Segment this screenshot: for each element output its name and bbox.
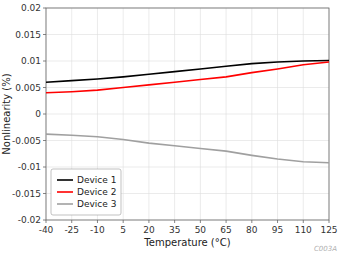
- tick-label-x: 20: [143, 225, 155, 235]
- tick-label-y: 0.005: [15, 83, 41, 93]
- tick-label-x: 125: [320, 225, 337, 235]
- legend-label: Device 2: [77, 187, 116, 197]
- tick-x: [329, 220, 330, 223]
- tick-label-x: 65: [220, 225, 231, 235]
- tick-y: [43, 8, 46, 9]
- legend-swatch: [57, 179, 73, 181]
- tick-label-x: 50: [195, 225, 207, 235]
- tick-label-y: 0.015: [15, 30, 41, 40]
- tick-x: [123, 220, 124, 223]
- tick-label-y: 0.01: [21, 56, 41, 66]
- tick-x: [251, 220, 252, 223]
- tick-label-x: 95: [272, 225, 283, 235]
- legend-swatch: [57, 191, 73, 193]
- tick-x: [46, 220, 47, 223]
- grid-line-y: [46, 87, 329, 88]
- tick-label-x: 80: [246, 225, 258, 235]
- plot-frame: [46, 8, 329, 220]
- tick-label-x: 35: [169, 225, 180, 235]
- tick-label-x: 5: [120, 225, 126, 235]
- tick-y: [43, 114, 46, 115]
- legend: Device 1 Device 2 Device 3: [51, 169, 121, 215]
- watermark: C003A: [314, 245, 337, 253]
- tick-label-y: -0.015: [12, 189, 41, 199]
- tick-y: [43, 34, 46, 35]
- tick-x: [71, 220, 72, 223]
- series-line: [46, 60, 329, 82]
- tick-label-x: -10: [90, 225, 105, 235]
- tick-y: [43, 220, 46, 221]
- tick-label-y: -0.01: [18, 162, 41, 172]
- tick-y: [43, 87, 46, 88]
- tick-label-x: -25: [64, 225, 79, 235]
- legend-label: Device 1: [77, 175, 116, 185]
- tick-x: [277, 220, 278, 223]
- plot-area: [46, 8, 329, 220]
- tick-y: [43, 193, 46, 194]
- tick-label-y: -0.02: [18, 215, 41, 225]
- tick-x: [148, 220, 149, 223]
- tick-label-y: 0.02: [21, 3, 41, 13]
- series-line: [46, 134, 329, 163]
- tick-label-x: 110: [295, 225, 312, 235]
- legend-swatch: [57, 203, 73, 205]
- tick-x: [200, 220, 201, 223]
- tick-y: [43, 167, 46, 168]
- tick-x: [303, 220, 304, 223]
- tick-label-y: 0: [35, 109, 41, 119]
- grid-line-y: [46, 114, 329, 115]
- chart: -40 -25 -10 5 20 35 50 65 80 95 110 125 -0.02 -0.015 -…: [0, 0, 341, 254]
- tick-x: [174, 220, 175, 223]
- y-axis-label: Nonlinearity (%): [1, 73, 12, 154]
- grid-line-y: [46, 34, 329, 35]
- x-axis-label: Temperature (°C): [143, 237, 230, 248]
- grid: [46, 8, 329, 220]
- series-group: [46, 60, 329, 162]
- tick-label-y: -0.005: [12, 136, 41, 146]
- tick-x: [226, 220, 227, 223]
- grid-line-y: [46, 167, 329, 168]
- grid-line-y: [46, 140, 329, 141]
- tick-y: [43, 61, 46, 62]
- tick-label-x: -40: [39, 225, 54, 235]
- tick-y: [43, 140, 46, 141]
- legend-box: [51, 169, 121, 215]
- tick-x: [97, 220, 98, 223]
- series-line: [46, 62, 329, 93]
- legend-label: Device 3: [77, 199, 116, 209]
